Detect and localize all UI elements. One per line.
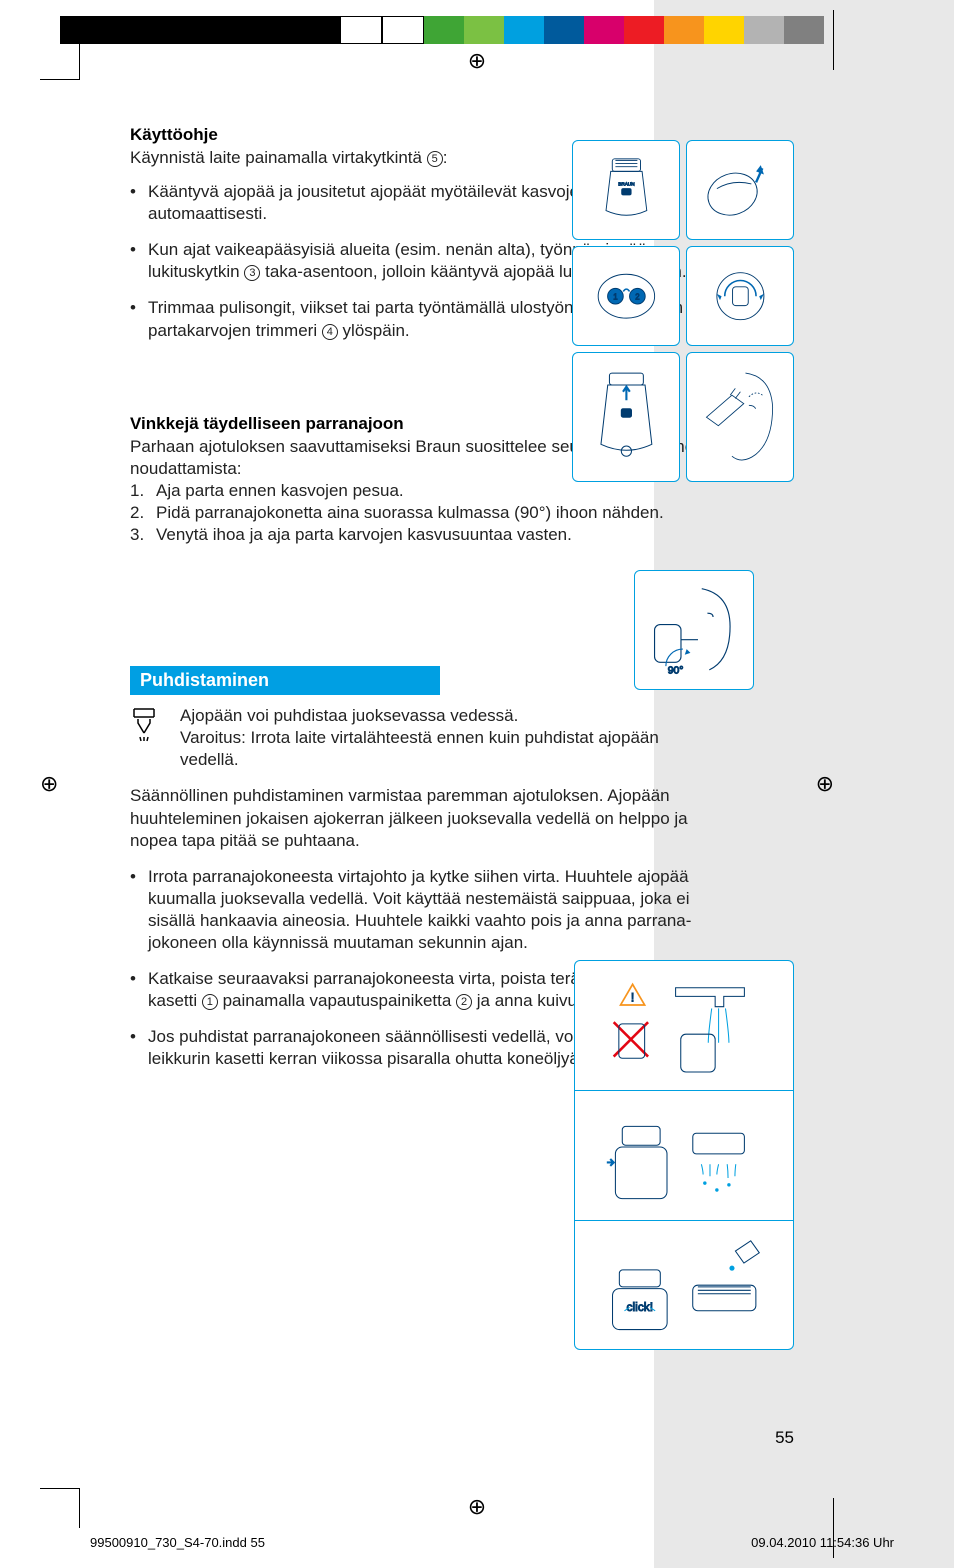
tip-3: 3. Venytä ihoa ja aja parta karvojen kasv… [130, 524, 720, 546]
fig-trimmer-face [686, 352, 794, 482]
color-swatch [260, 16, 300, 44]
footer-timestamp: 09.04.2010 11:54:36 Uhr [751, 1535, 894, 1550]
n: 3. [130, 524, 144, 546]
fig-90-degree: 90° [634, 570, 754, 690]
fig-oil-click: click! [574, 1220, 794, 1350]
color-swatch [504, 16, 544, 44]
registration-mark-right: ⊕ [816, 771, 834, 797]
footer-filename: 99500910_730_S4-70.indd 55 [90, 1535, 265, 1550]
clean-b1: Irrota parranajokoneesta virtajohto ja k… [130, 866, 720, 954]
t: Käynnistä laite painamalla virtakytkintä [130, 148, 427, 167]
color-swatch [140, 16, 180, 44]
t: Irrota parranajokoneesta virtajohto ja k… [148, 867, 691, 952]
color-swatch [340, 16, 382, 44]
wash-under-water-row: Ajopään voi puhdistaa juoksevassa vedess… [130, 705, 720, 771]
crop-mark-tl [40, 40, 80, 80]
t: painamalla vapautuspainiketta [218, 991, 456, 1010]
color-swatch [464, 16, 504, 44]
t: Venytä ihoa ja aja parta karvojen kasvus… [156, 525, 572, 544]
color-swatch [220, 16, 260, 44]
n: 1. [130, 480, 144, 502]
tap-icon [130, 705, 170, 771]
color-swatch [544, 16, 584, 44]
color-swatch [664, 16, 704, 44]
color-swatch [180, 16, 220, 44]
tip-1: 1. Aja parta ennen kasvojen pesua. [130, 480, 720, 502]
cleaning-figure-column: ! click! [574, 960, 794, 1350]
registration-mark-top: ⊕ [468, 48, 486, 74]
t: Pidä parranajokonetta aina suorassa kulm… [156, 503, 664, 522]
page-number: 55 [775, 1428, 794, 1448]
fig-trimmer-up [686, 140, 794, 240]
fig-remove-cassette [574, 1090, 794, 1220]
color-swatch [784, 16, 824, 44]
svg-text:BRAUN: BRAUN [618, 181, 634, 186]
crop-mark-tr [833, 10, 834, 70]
svg-text:!: ! [631, 990, 634, 1004]
fig-shaver-front: BRAUN [572, 140, 680, 240]
ref-2-icon: 2 [456, 994, 472, 1010]
cleaning-intro: Säännöllinen puhdistaminen varmistaa par… [130, 785, 720, 851]
registration-mark-bottom: ⊕ [468, 1494, 486, 1520]
registration-mark-left: ⊕ [40, 771, 58, 797]
n: 2. [130, 502, 144, 524]
color-swatch [382, 16, 424, 44]
fig-lock-switch: 1 2 [572, 246, 680, 346]
color-swatch [100, 16, 140, 44]
svg-text:click!: click! [626, 1300, 653, 1314]
color-swatch [744, 16, 784, 44]
tip-2: 2. Pidä parranajokonetta aina suorassa ku… [130, 502, 720, 524]
ref-4-icon: 4 [322, 324, 338, 340]
color-calibration-bar [60, 16, 824, 44]
tips-list: 1. Aja parta ennen kasvojen pesua. 2. Pidä… [130, 480, 720, 546]
crop-mark-bl [40, 1488, 80, 1528]
ref-3-icon: 3 [244, 265, 260, 281]
fig-shaver-side [572, 352, 680, 482]
color-swatch [624, 16, 664, 44]
svg-text:90°: 90° [668, 665, 684, 676]
color-swatch [704, 16, 744, 44]
t: Ajopään voi puhdistaa juoksevassa vedess… [180, 705, 720, 727]
ref-1-icon: 1 [202, 994, 218, 1010]
color-swatch [584, 16, 624, 44]
t: Aja parta ennen kasvojen pesua. [156, 481, 404, 500]
cleaning-band: Puhdistaminen [130, 666, 440, 695]
t: Varoitus: Irrota laite virtalähteestä en… [180, 727, 720, 771]
usage-figure-grid: BRAUN 1 2 [572, 140, 794, 482]
wash-text: Ajopään voi puhdistaa juoksevassa vedess… [180, 705, 720, 771]
color-swatch [424, 16, 464, 44]
t: : [443, 148, 448, 167]
ref-5-icon: 5 [427, 151, 443, 167]
svg-text:2: 2 [635, 292, 639, 301]
color-swatch [300, 16, 340, 44]
t: ylöspäin. [338, 321, 410, 340]
fig-rinse-warning: ! [574, 960, 794, 1090]
svg-text:1: 1 [613, 292, 617, 301]
fig-head-tilt [686, 246, 794, 346]
